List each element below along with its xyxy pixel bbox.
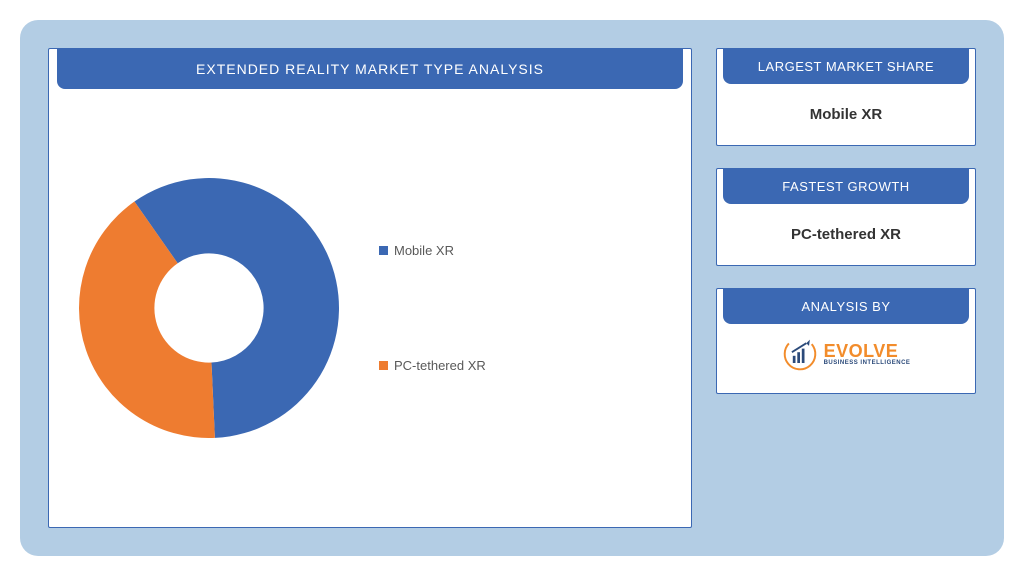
donut-value-label: 59% [225,303,255,320]
logo-sub-text: BUSINESS INTELLIGENCE [824,360,911,366]
legend-item: PC-tethered XR [379,358,486,373]
legend-swatch [379,361,388,370]
fastest-growth-value: PC-tethered XR [717,204,975,265]
legend-item: Mobile XR [379,243,486,258]
logo-main-text: EVOLVE [824,342,899,360]
logo-container: EVOLVE BUSINESS INTELLIGENCE [717,324,975,393]
evolve-logo: EVOLVE BUSINESS INTELLIGENCE [782,336,911,372]
analysis-by-card: ANALYSIS BY EVOLVE [716,288,976,394]
fastest-growth-header: FASTEST GROWTH [723,169,969,204]
analysis-by-header: ANALYSIS BY [723,289,969,324]
info-column: LARGEST MARKET SHARE Mobile XR FASTEST G… [716,48,976,528]
largest-share-header: LARGEST MARKET SHARE [723,49,969,84]
largest-share-card: LARGEST MARKET SHARE Mobile XR [716,48,976,146]
chart-panel: EXTENDED REALITY MARKET TYPE ANALYSIS 59… [48,48,692,528]
fastest-growth-card: FASTEST GROWTH PC-tethered XR [716,168,976,266]
chart-area: 59% Mobile XR PC-tethered XR [49,89,691,527]
largest-share-value: Mobile XR [717,84,975,145]
legend: Mobile XR PC-tethered XR [379,243,486,373]
legend-label: Mobile XR [394,243,454,258]
dashboard-frame: EXTENDED REALITY MARKET TYPE ANALYSIS 59… [20,20,1004,556]
donut-chart: 59% [79,178,339,438]
donut-svg [79,178,339,438]
legend-swatch [379,246,388,255]
legend-label: PC-tethered XR [394,358,486,373]
chart-title: EXTENDED REALITY MARKET TYPE ANALYSIS [57,49,683,89]
logo-mark-icon [782,336,818,372]
logo-text: EVOLVE BUSINESS INTELLIGENCE [824,342,911,366]
